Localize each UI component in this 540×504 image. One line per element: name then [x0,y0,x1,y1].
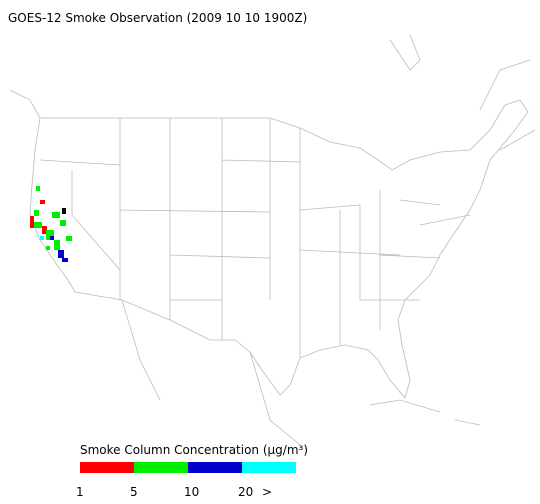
base-map [9,34,536,446]
smoke-pixel [58,250,64,258]
smoke-pixel [46,230,54,240]
canada-coast [9,34,536,151]
smoke-pixel [66,236,72,241]
smoke-pixel [54,240,60,250]
colorbar-segment [242,462,296,473]
smoke-pixel [50,236,54,240]
colorbar-label: 10 [184,485,199,499]
smoke-pixel [42,226,47,234]
smoke-pixel [40,200,45,204]
colorbar-segment [80,462,134,473]
state-lines [39,118,471,358]
colorbar-label: > [262,485,272,499]
colorbar-segment [188,462,242,473]
smoke-pixel [40,236,44,240]
colorbar-label: 20 [238,485,253,499]
legend-title: Smoke Column Concentration (μg/m³) [80,443,308,457]
colorbar: 1 5 10 20 > [76,462,296,499]
smoke-pixel [36,186,40,191]
us-outline [29,99,529,399]
colorbar-label: 1 [76,485,84,499]
mexico-caribbean [121,299,481,446]
smoke-pixel [34,222,42,228]
smoke-pixel [60,220,66,226]
smoke-pixels [30,186,72,262]
smoke-pixel [34,210,39,216]
title: GOES-12 Smoke Observation (2009 10 10 19… [8,11,307,25]
colorbar-segment [134,462,188,473]
colorbar-label: 5 [130,485,138,499]
smoke-pixel [30,216,34,228]
smoke-pixel [52,212,60,218]
smoke-pixel [62,208,66,214]
smoke-pixel [46,246,50,250]
smoke-pixel [62,258,68,262]
